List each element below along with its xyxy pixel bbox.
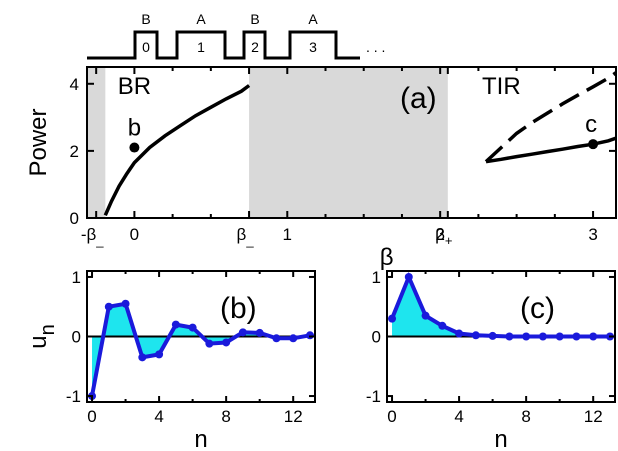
x-axis-label: β bbox=[380, 244, 394, 271]
x-tick-label: 3 bbox=[588, 225, 597, 244]
data-point bbox=[589, 332, 598, 341]
panel-b: -1 0 1 0 4 8 12 (b) n un bbox=[25, 268, 316, 451]
panel-label-c: (c) bbox=[520, 292, 555, 325]
data-point bbox=[121, 299, 130, 308]
data-point bbox=[522, 332, 531, 341]
area-fill-b bbox=[92, 303, 310, 396]
ellipsis: . . . bbox=[366, 39, 385, 55]
y-tick-label: 2 bbox=[70, 142, 79, 161]
data-point bbox=[222, 338, 231, 347]
series-line-1 bbox=[485, 136, 616, 164]
layer-label-2: B bbox=[250, 11, 259, 27]
x-tick-label: 0 bbox=[87, 407, 96, 426]
data-point bbox=[238, 328, 247, 337]
y-tick-label: 1 bbox=[72, 268, 81, 287]
data-point bbox=[538, 332, 547, 341]
layer-label-0: B bbox=[141, 11, 150, 27]
data-point bbox=[471, 331, 480, 340]
x-tick-label: 1 bbox=[283, 225, 292, 244]
y-tick-label: -1 bbox=[366, 387, 381, 406]
site-label-2: 2 bbox=[251, 39, 259, 55]
data-point bbox=[138, 353, 147, 362]
x-tick-label: 0 bbox=[130, 225, 139, 244]
y-tick-label: 4 bbox=[70, 75, 79, 94]
data-point bbox=[188, 323, 197, 332]
site-label-0: 0 bbox=[142, 39, 150, 55]
site-label-3: 3 bbox=[309, 39, 317, 55]
area-fill-c bbox=[392, 277, 610, 337]
data-point bbox=[388, 314, 397, 323]
data-point bbox=[438, 321, 447, 330]
x-tick-label: -β_ bbox=[81, 225, 104, 248]
y-tick-label: -1 bbox=[66, 387, 81, 406]
marked-point-c bbox=[588, 139, 599, 150]
x-tick-label: 4 bbox=[454, 407, 463, 426]
data-point bbox=[555, 332, 564, 341]
x-tick-label: 12 bbox=[284, 407, 303, 426]
data-point bbox=[272, 334, 281, 343]
data-point bbox=[255, 328, 264, 337]
data-point bbox=[455, 329, 464, 338]
marked-point-b bbox=[129, 142, 140, 153]
data-point bbox=[205, 339, 214, 348]
x-tick-label: 8 bbox=[521, 407, 530, 426]
data-point bbox=[404, 272, 413, 281]
x-tick-label: 4 bbox=[154, 407, 163, 426]
data-point bbox=[488, 331, 497, 340]
data-point bbox=[421, 311, 430, 320]
site-label-1: 1 bbox=[197, 39, 205, 55]
y-axis-label: un bbox=[25, 324, 59, 348]
panel-c: -1 0 1 0 4 8 12 (c) n bbox=[366, 268, 616, 451]
data-point bbox=[572, 332, 581, 341]
data-point bbox=[104, 302, 113, 311]
y-tick-label: 0 bbox=[70, 209, 79, 228]
y-tick-label: 0 bbox=[72, 328, 81, 347]
shaded-band-0 bbox=[87, 67, 106, 218]
data-point bbox=[289, 334, 298, 343]
series-line-2 bbox=[484, 71, 616, 163]
layer-label-3: A bbox=[308, 11, 318, 27]
point-label-b: b bbox=[128, 115, 141, 142]
region-label-tir: TIR bbox=[482, 73, 521, 100]
shaded-band-1 bbox=[249, 67, 448, 218]
lattice-schematic: B A B A 0 1 2 3 . . . bbox=[87, 11, 385, 60]
panel-label-a: (a) bbox=[400, 82, 437, 115]
x-tick-label: 0 bbox=[387, 407, 396, 426]
region-label-br: BR bbox=[118, 73, 151, 100]
point-label-c: c bbox=[585, 111, 597, 138]
y-axis-label: Power bbox=[25, 108, 52, 176]
x-tick-label: 8 bbox=[221, 407, 230, 426]
x-axis-label: n bbox=[494, 426, 507, 451]
plot-frame bbox=[86, 66, 617, 219]
data-point bbox=[505, 332, 514, 341]
lattice-profile bbox=[87, 30, 360, 60]
y-tick-label: 1 bbox=[372, 268, 381, 287]
x-tick-label: β+ bbox=[435, 225, 452, 248]
data-point bbox=[305, 331, 314, 340]
x-tick-label: β_ bbox=[237, 225, 255, 248]
data-point bbox=[155, 350, 164, 359]
layer-label-1: A bbox=[196, 11, 206, 27]
x-axis-label: n bbox=[194, 426, 207, 451]
panel-label-b: (b) bbox=[220, 292, 257, 325]
x-tick-label: 2 bbox=[435, 225, 444, 244]
series-line-0 bbox=[103, 84, 251, 217]
y-tick-label: 0 bbox=[372, 328, 381, 347]
data-point bbox=[171, 320, 180, 329]
x-tick-label: 12 bbox=[584, 407, 603, 426]
